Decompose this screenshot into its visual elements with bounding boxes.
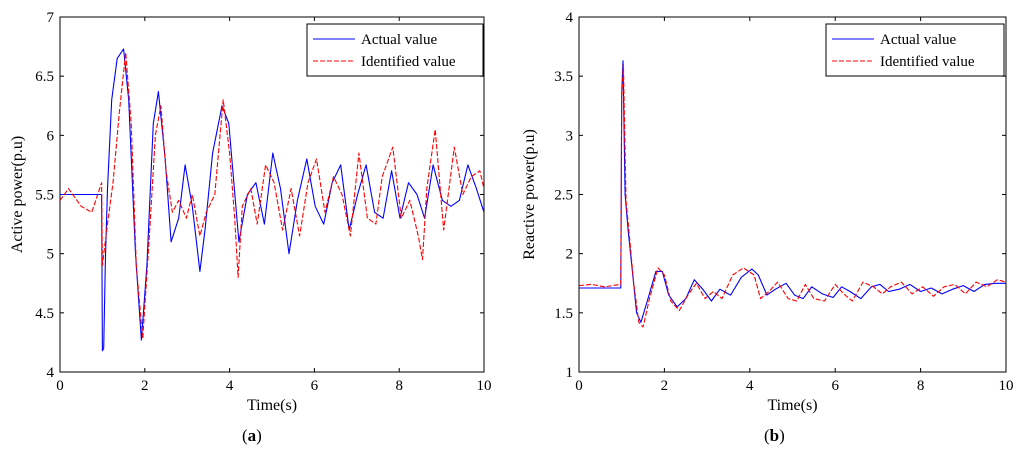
- x-tick-label-a: 4: [226, 378, 234, 394]
- x-axis-label-a: Time(s): [247, 397, 297, 414]
- x-tick-label-b: 6: [831, 378, 839, 394]
- legend-label-b-1: Identified value: [880, 54, 975, 70]
- legend-box-a: [306, 23, 484, 77]
- legend-label-a-1: Identified value: [361, 54, 456, 70]
- y-tick-label-a: 5: [47, 247, 55, 263]
- y-tick-label-a: 7: [47, 10, 55, 26]
- y-axis-label-a: Active power(p.u): [9, 136, 26, 253]
- x-tick-label-a: 0: [56, 378, 64, 394]
- y-tick-label-a: 6.5: [35, 69, 54, 85]
- x-tick-label-b: 10: [999, 378, 1014, 394]
- chart-b: 0 2 4 6 8 10 1 1.5 2 2.5 3 3.5 4 Time(s) Reactive powe…: [521, 10, 1014, 414]
- x-tick-label-b: 2: [661, 378, 669, 394]
- x-tick-label-a: 8: [395, 378, 403, 394]
- y-tick-label-b: 1: [566, 365, 574, 381]
- y-tick-label-a: 5.5: [35, 188, 54, 204]
- chart-a: 0 2 4 6 8 10 4 4.5 5 5.5 6 6.5 7 Time(s) Active power(…: [9, 10, 492, 414]
- caption-b: (b): [764, 426, 785, 445]
- legend-box-b: [825, 23, 1005, 77]
- caption-a: (a): [242, 426, 262, 445]
- caption-a-label: a: [247, 426, 257, 445]
- y-tick-label-b: 1.5: [554, 306, 573, 322]
- y-tick-label-a: 6: [47, 128, 55, 144]
- y-tick-label-b: 3: [566, 128, 574, 144]
- series-line-a-actual: [60, 48, 484, 352]
- y-tick-label-a: 4: [47, 365, 55, 381]
- caption-b-label: b: [769, 426, 780, 445]
- y-axis-label-b: Reactive power(p.u): [521, 129, 538, 260]
- x-tick-label-b: 4: [746, 378, 754, 394]
- series-line-b-actual: [579, 60, 1006, 323]
- x-tick-label-a: 6: [311, 378, 319, 394]
- x-axis-label-b: Time(s): [767, 397, 817, 414]
- x-tick-label-b: 0: [575, 378, 583, 394]
- y-tick-label-b: 3.5: [554, 69, 573, 85]
- series-line-a-identified: [60, 51, 484, 340]
- legend-label-a-0: Actual value: [361, 32, 438, 48]
- x-tick-label-a: 2: [141, 378, 149, 394]
- y-tick-label-b: 2.5: [554, 188, 573, 204]
- series-line-b-identified: [579, 63, 1006, 328]
- legend-label-b-0: Actual value: [880, 32, 957, 48]
- x-tick-label-a: 10: [477, 378, 492, 394]
- y-tick-label-b: 4: [566, 10, 574, 26]
- y-tick-label-a: 4.5: [35, 306, 54, 322]
- x-tick-label-b: 8: [917, 378, 925, 394]
- y-tick-label-b: 2: [566, 247, 574, 263]
